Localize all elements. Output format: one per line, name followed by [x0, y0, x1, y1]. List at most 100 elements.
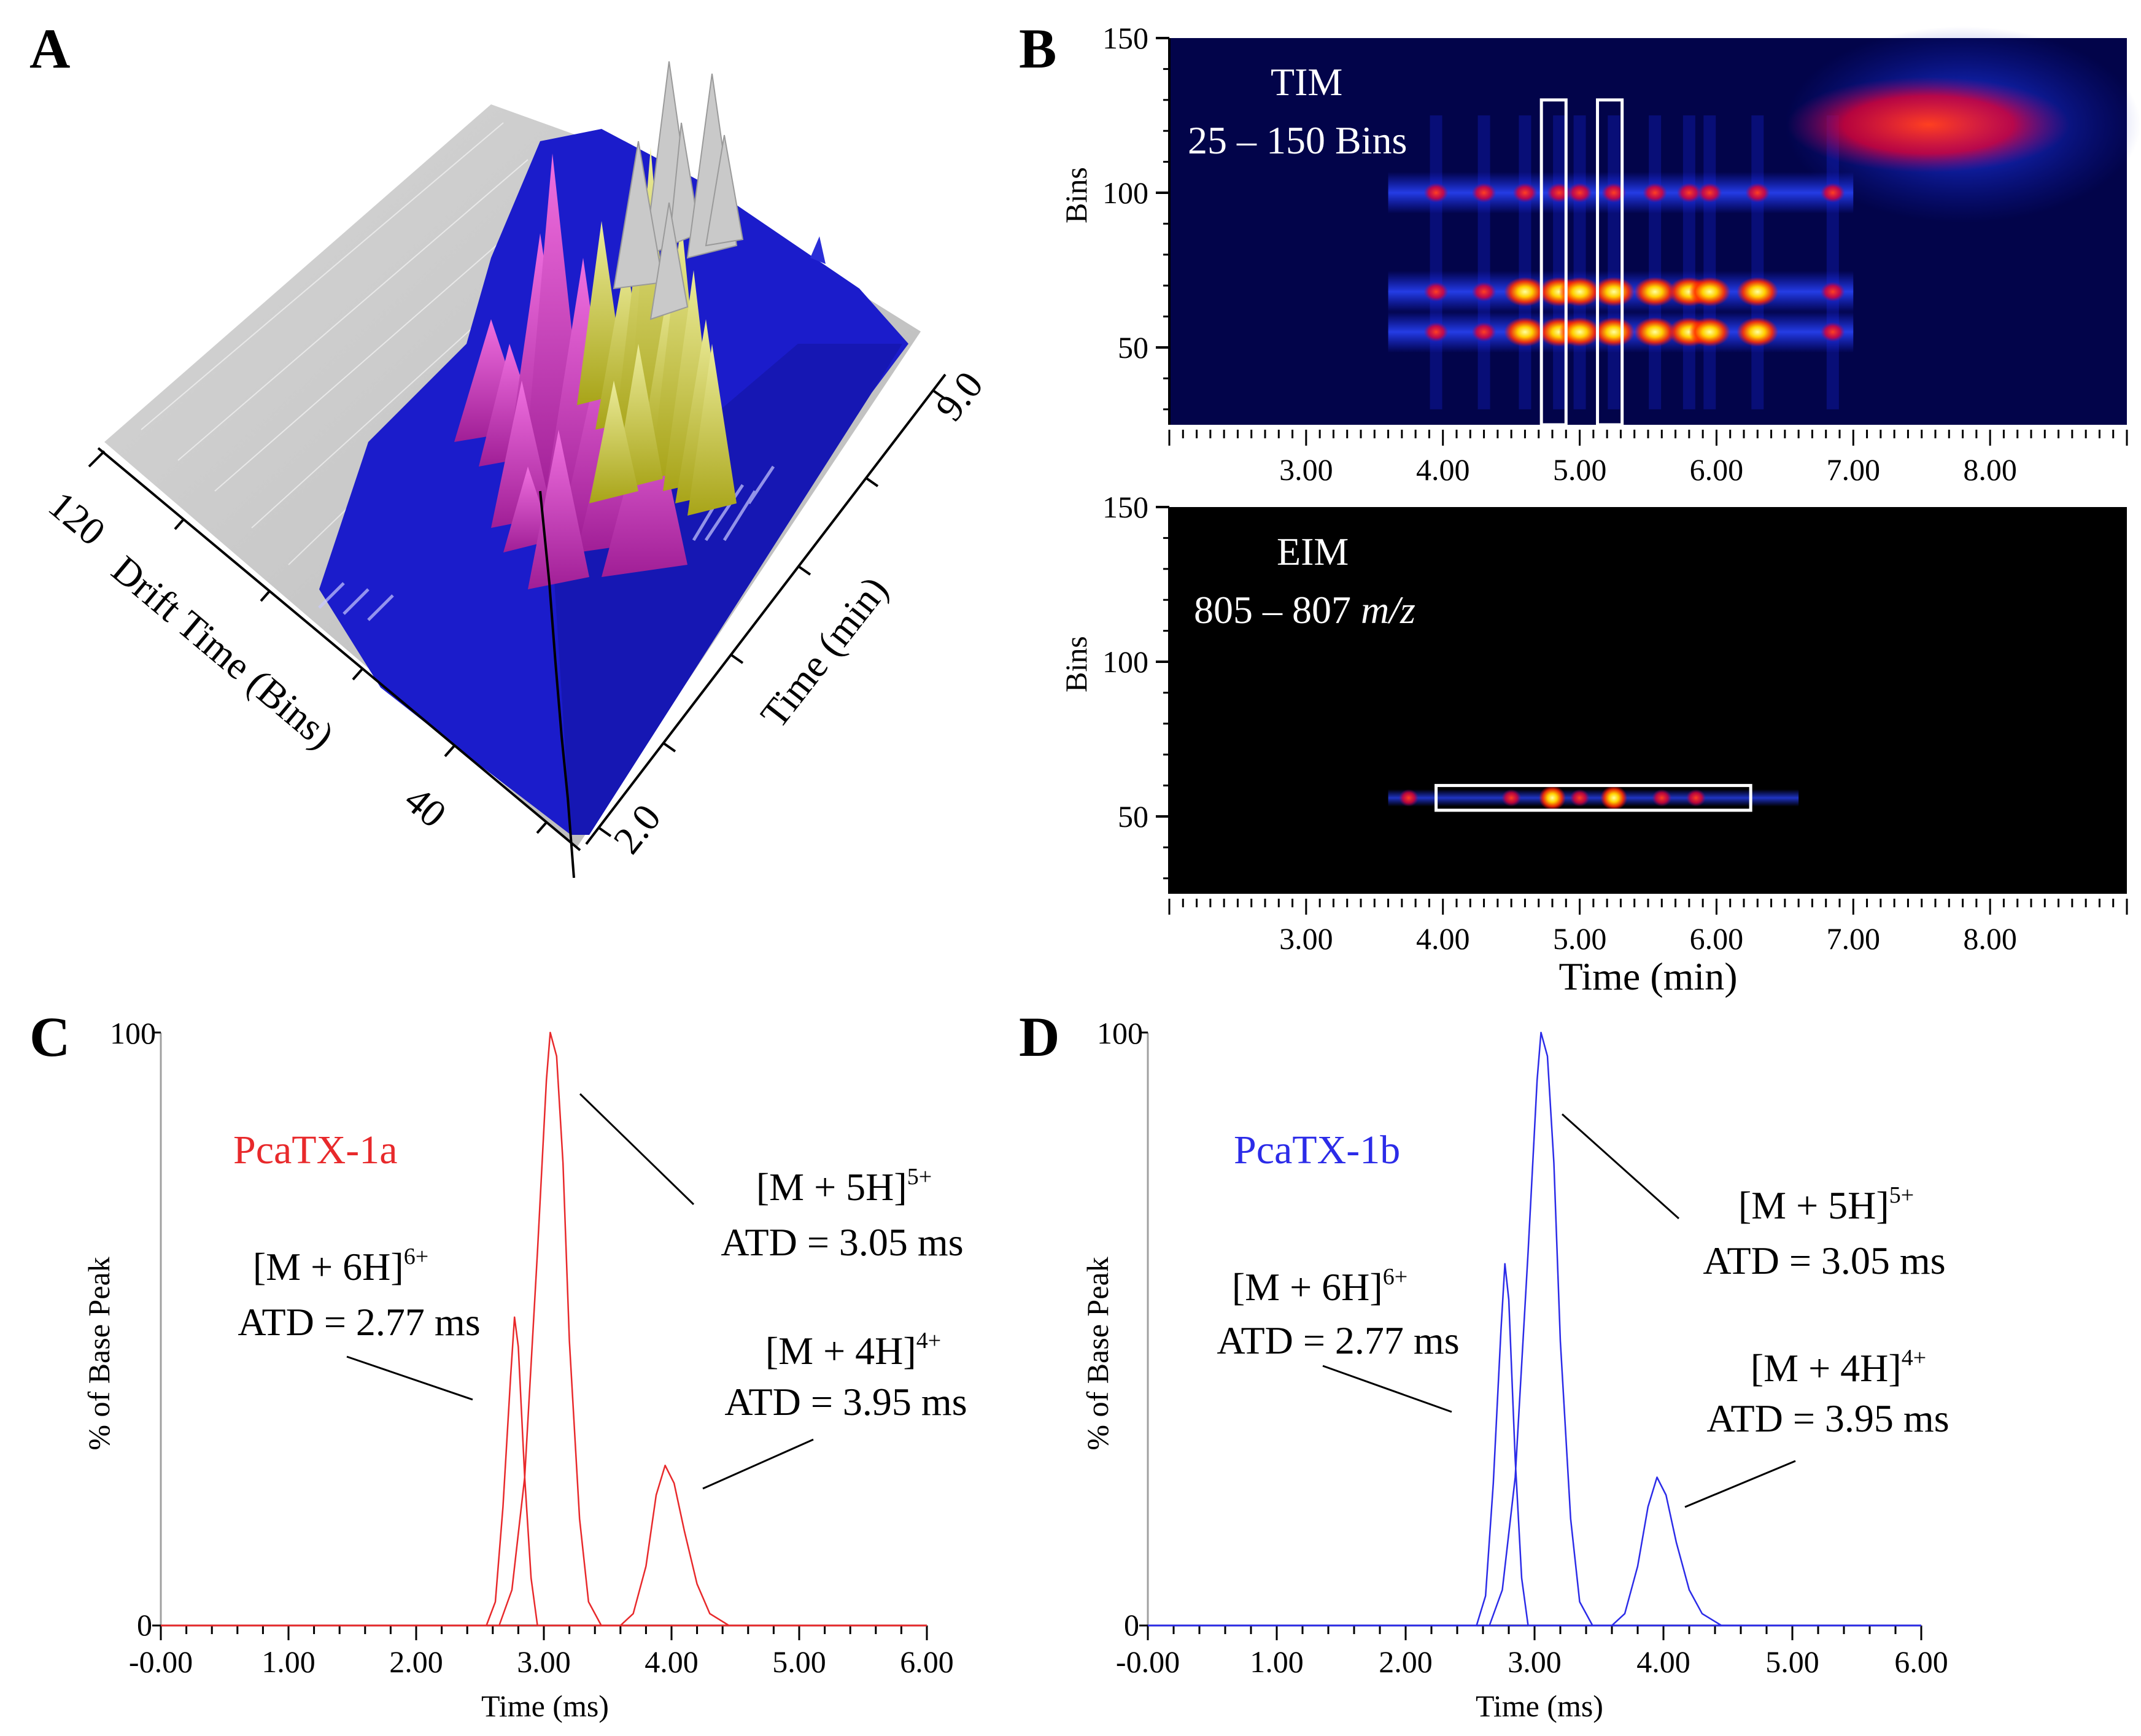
tim-streak-0: [1430, 115, 1442, 409]
d-series-2: [1148, 1476, 1921, 1627]
eim-xtick-label-5: 8.00: [1963, 921, 2017, 956]
tim-title-line2: 25 – 150 Bins: [1188, 118, 1407, 162]
tim-glow-red: [1787, 77, 2070, 173]
surface-blue-streaks: [318, 465, 775, 621]
c-xtick-label-0: -0.00: [129, 1645, 193, 1679]
d-xtick-label-6: 6.00: [1894, 1645, 1948, 1679]
eim-title-line1: EIM: [1277, 530, 1349, 573]
panel-c-axes: 100 0-0.00 1.00 2.00 3.00 4.00 5.00 6.00: [110, 1016, 954, 1679]
panel-c-x-label: Time (ms): [481, 1689, 609, 1723]
tim-hotspot-1-6: [1634, 277, 1676, 307]
d-xtick-label-5: 5.00: [1765, 1645, 1819, 1679]
panel-d-ann-5h: [M + 5H]5+: [1738, 1182, 1914, 1227]
eim-hotspot-1: [1501, 789, 1522, 807]
eim-title-line2: 805 – 807 m/z: [1194, 588, 1415, 632]
c-series-1: [161, 1031, 927, 1627]
tim-hotspot-1-5: [1593, 277, 1635, 307]
tim-hotspot-2-10: [1820, 183, 1845, 203]
c-xtick-label-4: 4.00: [645, 1645, 699, 1679]
eim-selection-windows: [1434, 784, 1752, 812]
tim-xtick-label-4: 7.00: [1827, 452, 1881, 487]
eim-y-ticks: 50 100 150: [1102, 490, 1169, 880]
tim-streak-1: [1477, 115, 1490, 409]
tim-ytick-label-0: 50: [1118, 330, 1148, 365]
tim-hotspot-2-1: [1471, 183, 1496, 203]
c-ytick-label-100: 100: [110, 1016, 156, 1050]
d-xtick-label-3: 3.00: [1508, 1645, 1562, 1679]
panel-d: D 100 0-0.00 1.00 2.00 3.00 4.00 5.00 6.00 PcaT…: [1019, 1006, 1949, 1723]
axis-a-time-label: Time (min): [752, 568, 896, 736]
c-xtick-label-6: 6.00: [900, 1645, 954, 1679]
tim-streak-3: [1553, 115, 1566, 409]
tim-y-ticks: 50 100 150: [1102, 21, 1169, 411]
tim-window-1: [1596, 98, 1624, 427]
eim-hotspot-2: [1539, 785, 1566, 810]
tim-hotspot-0-6: [1634, 317, 1676, 347]
panel-d-ann-4h: [M + 4H]4+: [1751, 1345, 1926, 1390]
panel-d-leader-lines: [1322, 1113, 1796, 1508]
panel-c-ann-4h: [M + 4H]4+: [765, 1328, 941, 1373]
panel-d-ann-6h: [M + 6H]6+: [1232, 1264, 1407, 1309]
panel-b: B 50 100 150 3.00 4.00 5.00 6.00 7.00 8.00 TIM …: [1019, 17, 2141, 998]
tim-hotspot-0-2: [1504, 317, 1546, 347]
tim-ytick-label-1: 100: [1102, 176, 1148, 210]
panel-d-ann-6h-atd: ATD = 2.77 ms: [1217, 1319, 1459, 1362]
panel-c-y-label: % of Base Peak: [82, 1257, 116, 1450]
eim-window-0: [1434, 784, 1752, 812]
axis-a-tick-120: 120: [41, 482, 114, 554]
tim-streak-2: [1519, 115, 1531, 409]
tim-hotspot-1-4: [1558, 277, 1601, 307]
eim-xtick-label-0: 3.00: [1279, 921, 1333, 956]
eim-marks: [1388, 785, 1799, 810]
tim-hotspot-2-4: [1567, 183, 1592, 203]
eim-y-label: Bins: [1059, 636, 1093, 692]
eim-hotspot-5: [1652, 789, 1672, 807]
surface-gray-peaks: [613, 61, 744, 320]
tim-x-ticks: 3.00 4.00 5.00 6.00 7.00 8.00: [1168, 430, 2128, 487]
tim-streak-8: [1703, 115, 1716, 409]
tim-hotspot-0-4: [1558, 317, 1601, 347]
panel-c-ann-5h: [M + 5H]5+: [756, 1164, 932, 1209]
panel-d-legend: PcaTX-1b: [1234, 1128, 1400, 1172]
eim-ytick-label-1: 100: [1102, 645, 1148, 679]
surface-black-trace: [539, 490, 575, 878]
tim-hotspot-1-9: [1736, 277, 1779, 307]
tim-heatmap: 50 100 150 3.00 4.00 5.00 6.00 7.00 8.00 TIM 25…: [1059, 21, 2141, 487]
eim-title-range: 805 – 807: [1194, 588, 1351, 632]
eim-xtick-label-4: 7.00: [1827, 921, 1881, 956]
eim-heatmap: 50 100 150 3.00 4.00 5.00 6.00 7.00 8.00 EIM 80…: [1059, 490, 2128, 998]
axis-a-tick-9: 9.0: [927, 363, 991, 429]
tim-streak-4: [1573, 115, 1586, 409]
eim-ytick-label-0: 50: [1118, 799, 1148, 834]
eim-xtick-label-3: 6.00: [1690, 921, 1744, 956]
tim-hotspot-1-2: [1504, 277, 1546, 307]
tim-hotspot-0-8: [1689, 317, 1731, 347]
tim-ytick-label-2: 150: [1102, 21, 1148, 55]
surface-blue-shade: [552, 344, 902, 835]
d-xtick-label-0: -0.00: [1116, 1645, 1180, 1679]
eim-hotspot-3: [1570, 789, 1590, 807]
panel-c-legend: PcaTX-1a: [233, 1128, 398, 1172]
eim-ytick-label-2: 150: [1102, 490, 1148, 524]
tim-hotspot-2-0: [1423, 183, 1449, 203]
d-series-1: [1148, 1031, 1921, 1627]
surface-blue-ridge: [810, 236, 826, 264]
tim-hotspot-2-8: [1697, 183, 1722, 203]
eim-xtick-label-1: 4.00: [1416, 921, 1470, 956]
tim-hotspot-0-5: [1593, 317, 1635, 347]
panel-c: C 100 0-0.00 1.00 2.00 3.00 4.00 5.00 6.00 PcaT…: [29, 1006, 967, 1723]
panel-d-y-label: % of Base Peak: [1080, 1257, 1115, 1450]
tim-hotspot-2-5: [1601, 183, 1627, 203]
eim-band: [1388, 789, 1799, 807]
panel-c-ann-6h: [M + 6H]6+: [253, 1244, 428, 1288]
panel-a-letter: A: [29, 17, 70, 80]
panel-c-leader-lines: [346, 1093, 814, 1490]
d-xtick-label-4: 4.00: [1636, 1645, 1690, 1679]
tim-hotspot-0-10: [1820, 322, 1845, 342]
d-series-0: [1148, 1263, 1921, 1627]
tim-window-0: [1539, 98, 1568, 427]
tim-hotspot-2-7: [1676, 183, 1702, 203]
axis-a-tick-40: 40: [397, 777, 455, 836]
panel-b-letter: B: [1019, 17, 1056, 80]
